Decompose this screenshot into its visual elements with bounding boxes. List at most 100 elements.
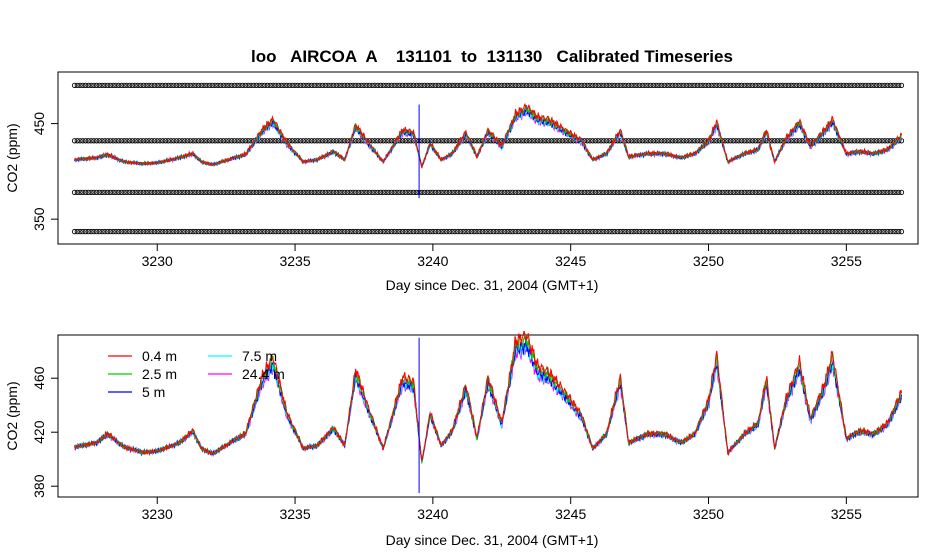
reference-point: [796, 228, 803, 235]
reference-point: [876, 82, 883, 89]
reference-point: [314, 138, 320, 144]
reference-point: [168, 82, 174, 89]
reference-point: [284, 189, 290, 196]
reference-point: [353, 82, 359, 89]
reference-point: [601, 138, 607, 144]
reference-point: [598, 82, 604, 89]
reference-point: [146, 228, 152, 235]
reference-point: [204, 82, 210, 89]
reference-point: [193, 138, 199, 144]
reference-point: [521, 82, 527, 89]
reference-point: [587, 189, 593, 196]
reference-point: [843, 189, 849, 196]
reference-point: [377, 82, 384, 89]
reference-point: [386, 228, 392, 235]
reference-point: [124, 82, 130, 89]
reference-point: [127, 228, 133, 235]
reference-point: [206, 228, 213, 235]
reference-point: [217, 82, 224, 89]
reference-point: [342, 138, 348, 144]
reference-point: [818, 189, 825, 196]
reference-point: [179, 82, 185, 89]
reference-point: [262, 82, 268, 89]
reference-point: [697, 82, 703, 89]
reference-point: [190, 82, 196, 89]
reference-point: [515, 228, 521, 235]
reference-point: [738, 189, 745, 196]
reference-point: [405, 138, 411, 144]
reference-point: [399, 138, 406, 144]
reference-point: [871, 189, 877, 196]
reference-point: [796, 82, 803, 89]
reference-point: [601, 228, 607, 235]
reference-point: [791, 228, 797, 235]
top-series-group: [74, 102, 902, 199]
reference-point: [259, 82, 265, 89]
reference-point: [195, 228, 202, 235]
reference-point: [482, 228, 488, 235]
reference-point: [306, 189, 312, 196]
reference-point: [325, 228, 331, 235]
reference-point: [631, 228, 637, 235]
reference-point: [91, 228, 97, 235]
reference-point: [460, 82, 466, 89]
reference-point: [430, 138, 436, 144]
reference-point: [275, 228, 282, 235]
reference-point: [827, 189, 833, 196]
reference-point: [824, 228, 830, 235]
reference-point: [405, 82, 411, 89]
reference-point: [529, 82, 535, 89]
reference-point: [708, 82, 714, 89]
reference-point: [165, 82, 171, 89]
reference-point: [402, 138, 408, 144]
reference-point: [463, 82, 469, 89]
reference-point: [647, 228, 654, 235]
reference-point: [471, 82, 477, 89]
reference-point: [534, 189, 541, 196]
reference-point: [862, 138, 869, 144]
reference-point: [692, 82, 698, 89]
reference-point: [435, 138, 442, 144]
reference-point: [672, 82, 679, 89]
reference-point: [601, 189, 607, 196]
reference-point: [639, 82, 646, 89]
reference-point: [460, 189, 466, 196]
reference-point: [733, 189, 739, 196]
reference-point: [115, 82, 122, 89]
reference-point: [113, 82, 119, 89]
reference-point: [248, 228, 254, 235]
reference-point: [124, 228, 130, 235]
reference-point: [157, 189, 163, 196]
reference-point: [636, 228, 643, 235]
reference-point: [512, 189, 519, 196]
reference-point: [336, 189, 342, 196]
reference-point: [242, 82, 249, 89]
reference-point: [490, 82, 497, 89]
reference-point: [74, 228, 80, 235]
reference-point: [342, 189, 348, 196]
reference-point: [336, 82, 342, 89]
reference-point: [151, 189, 158, 196]
reference-point: [818, 138, 825, 144]
reference-point: [201, 82, 207, 89]
reference-point: [231, 82, 238, 89]
reference-point: [477, 138, 483, 144]
reference-point: [184, 82, 191, 89]
reference-point: [364, 189, 370, 196]
reference-point: [80, 189, 86, 196]
x-tick-label: 3240: [417, 506, 448, 522]
reference-point: [807, 189, 814, 196]
reference-point: [512, 228, 519, 235]
reference-point: [554, 189, 560, 196]
reference-point: [595, 228, 601, 235]
reference-point: [749, 228, 756, 235]
reference-point: [832, 138, 838, 144]
reference-point: [328, 138, 334, 144]
reference-point: [763, 189, 770, 196]
reference-point: [300, 228, 306, 235]
reference-point: [151, 82, 158, 89]
reference-point: [85, 82, 91, 89]
reference-point: [614, 82, 621, 89]
reference-point: [714, 82, 720, 89]
reference-point: [383, 82, 389, 89]
